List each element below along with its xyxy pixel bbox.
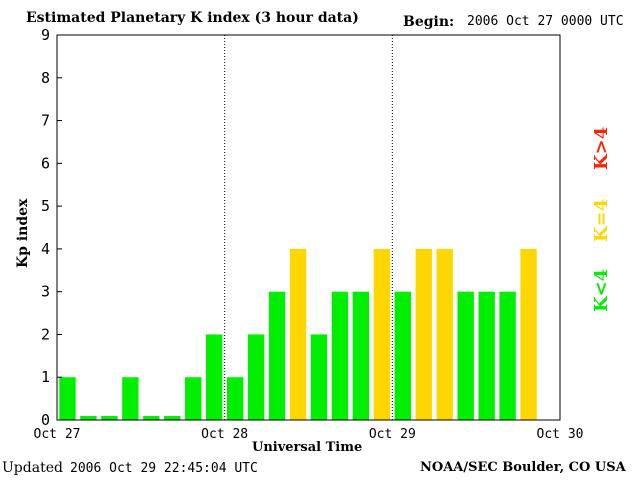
legend-below-4: K<4 (591, 268, 612, 312)
x-axis-label: Universal Time (252, 440, 363, 455)
kp-bar (206, 334, 223, 420)
x-tick-label: Oct 29 (369, 427, 416, 442)
x-tick-label: Oct 27 (34, 427, 81, 442)
kp-bar (80, 416, 97, 420)
y-tick-label: 5 (41, 197, 50, 215)
kp-bar (352, 291, 370, 420)
y-tick-label: 4 (41, 240, 50, 258)
legend-above-4: K>4 (591, 126, 612, 170)
y-tick-label: 8 (41, 69, 50, 87)
x-tick-label: Oct 30 (537, 427, 584, 442)
y-tick-label: 7 (41, 112, 50, 130)
kp-bar (415, 248, 432, 420)
kp-bar (268, 291, 286, 420)
kp-bar (520, 248, 537, 420)
kp-bar (289, 248, 307, 420)
kp-bar (394, 291, 411, 420)
y-tick-label: 1 (41, 368, 50, 386)
footer-source: NOAA/SEC Boulder, CO USA (420, 460, 626, 475)
kp-bar (101, 416, 118, 420)
plot-frame (56, 34, 561, 421)
y-axis: 0 1 2 3 4 5 6 7 8 9 (41, 26, 62, 429)
kp-bar (122, 377, 139, 420)
y-tick-label: 0 (41, 411, 50, 429)
kp-bar (310, 334, 328, 420)
footer-updated-label: Updated (2, 460, 63, 476)
plot-border (56, 34, 561, 421)
kp-bar (185, 377, 202, 420)
kp-bar (436, 248, 453, 420)
x-axis: Oct 27 Oct 28 Oct 29 Oct 30 (34, 427, 584, 442)
kp-bar (373, 248, 391, 420)
begin-label: Begin: (403, 14, 455, 30)
kp-bar (331, 291, 349, 420)
kp-bar (499, 291, 516, 420)
kp-bar (226, 377, 244, 420)
kp-bar (457, 291, 474, 420)
y-tick-label: 6 (41, 154, 50, 172)
y-tick-label: 9 (41, 26, 50, 44)
kp-bar (478, 291, 495, 420)
bars-layer (59, 248, 537, 420)
kp-bar (247, 334, 265, 420)
legend-equal-4: K=4 (591, 198, 612, 242)
x-tick-label: Oct 28 (201, 427, 248, 442)
kp-bar (59, 377, 76, 420)
footer-updated-value: 2006 Oct 29 22:45:04 UTC (70, 461, 258, 476)
chart-title: Estimated Planetary K index (3 hour data… (26, 10, 359, 26)
kp-bar (143, 416, 160, 420)
y-axis-label: Kp index (15, 198, 31, 268)
y-tick-label: 2 (41, 325, 50, 343)
y-tick-label: 3 (41, 283, 50, 301)
begin-value: 2006 Oct 27 0000 UTC (467, 14, 624, 29)
kp-bar (164, 416, 181, 420)
